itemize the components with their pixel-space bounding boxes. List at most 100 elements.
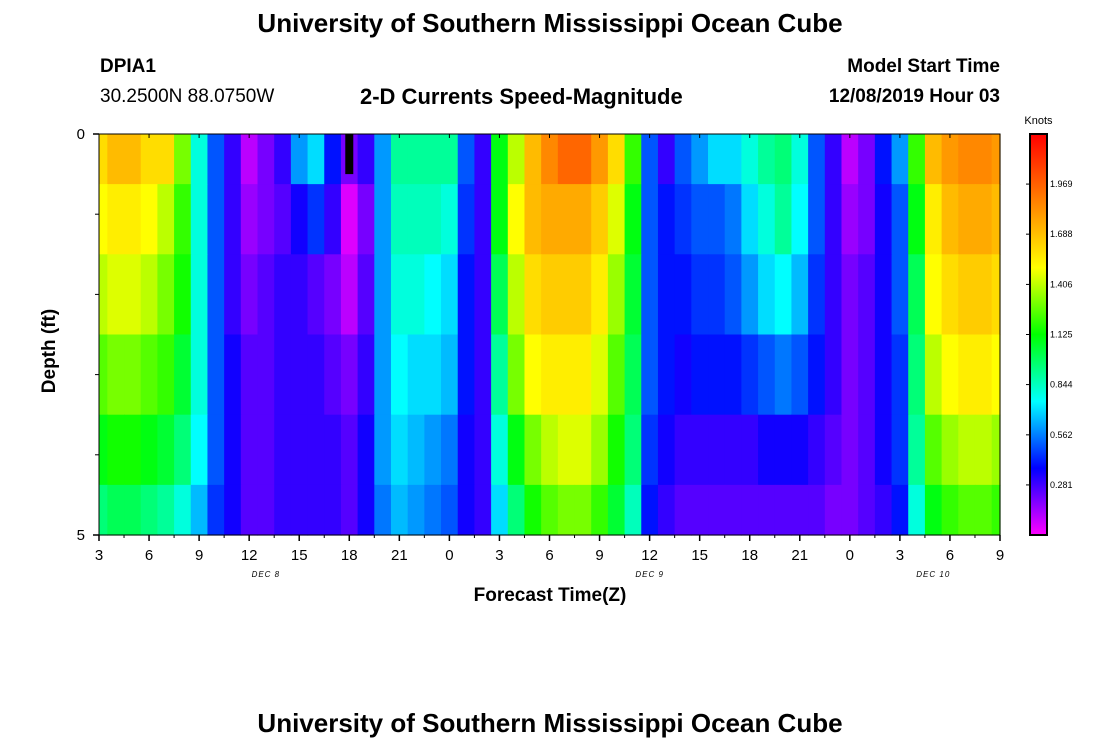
- heatmap-cell: [824, 414, 843, 486]
- heatmap-cell: [407, 414, 425, 486]
- heatmap-cells: [99, 134, 1001, 536]
- heatmap-cell: [791, 484, 809, 536]
- heatmap-cell: [474, 334, 492, 416]
- heatmap-cell: [140, 484, 158, 536]
- heatmap-cell: [941, 484, 959, 536]
- heatmap-cell: [708, 254, 726, 336]
- heatmap-cell: [474, 414, 492, 486]
- heatmap-cell: [557, 334, 576, 416]
- heatmap-cell: [741, 414, 759, 486]
- heatmap-cell: [207, 484, 225, 536]
- heatmap-cell: [908, 184, 926, 255]
- heatmap-cell: [290, 414, 309, 486]
- heatmap-cell: [107, 334, 125, 416]
- heatmap-cell: [941, 414, 959, 486]
- colorbar-tick-label: 0.281: [1050, 480, 1073, 490]
- heatmap-cell: [424, 134, 442, 185]
- missing-data-marker: [345, 134, 354, 175]
- heatmap-cell: [724, 414, 742, 486]
- heatmap-cell: [591, 484, 609, 536]
- heatmap-cell: [174, 334, 192, 416]
- heatmap-cell: [774, 334, 793, 416]
- heatmap-cell: [390, 134, 409, 185]
- heatmap-cell: [240, 134, 259, 185]
- heatmap-cell: [958, 134, 976, 185]
- heatmap-cell: [124, 134, 142, 185]
- heatmap-cell: [507, 334, 526, 416]
- heatmap-cell: [557, 134, 576, 185]
- heatmap-cell: [958, 484, 976, 536]
- heatmap-cell: [357, 134, 375, 185]
- heatmap-cell: [774, 184, 793, 255]
- heatmap-cell: [974, 184, 993, 255]
- heatmap-cell: [841, 334, 859, 416]
- heatmap-cell: [124, 484, 142, 536]
- heatmap-cell: [974, 254, 993, 336]
- heatmap-cell: [441, 484, 459, 536]
- heatmap-cell: [157, 484, 175, 536]
- heatmap-cell: [324, 254, 342, 336]
- heatmap-cell: [774, 484, 793, 536]
- heatmap-cell: [174, 414, 192, 486]
- heatmap-cell: [858, 184, 876, 255]
- heatmap-cell: [741, 254, 759, 336]
- heatmap-cell: [307, 414, 325, 486]
- heatmap-cell: [99, 334, 108, 416]
- heatmap-cell: [824, 334, 843, 416]
- heatmap-cell: [390, 334, 409, 416]
- heatmap-cell: [908, 254, 926, 336]
- heatmap-cell: [691, 484, 709, 536]
- heatmap-cell: [157, 414, 175, 486]
- heatmap-cell: [574, 484, 592, 536]
- heatmap-cell: [824, 134, 843, 185]
- heatmap-cell: [441, 414, 459, 486]
- heatmap-cell: [357, 184, 375, 255]
- heatmap-cell: [891, 134, 909, 185]
- heatmap-cell: [474, 254, 492, 336]
- heatmap-cell: [791, 184, 809, 255]
- heatmap-cell: [107, 134, 125, 185]
- heatmap-cell: [491, 254, 509, 336]
- heatmap-cell: [491, 414, 509, 486]
- heatmap-cell: [824, 254, 843, 336]
- heatmap-cell: [991, 134, 1001, 185]
- colorbar-label: Knots: [1024, 115, 1053, 127]
- heatmap-cell: [574, 254, 592, 336]
- heatmap-cell: [641, 414, 659, 486]
- heatmap-cell: [591, 414, 609, 486]
- heatmap-cell: [457, 134, 476, 185]
- heatmap-cell: [791, 254, 809, 336]
- heatmap-cell: [274, 184, 292, 255]
- heatmap-cell: [124, 414, 142, 486]
- x-tick-label: 3: [495, 547, 503, 564]
- heatmap-cell: [724, 184, 742, 255]
- heatmap-cell: [240, 334, 259, 416]
- colorbar-tick-label: 1.688: [1050, 229, 1073, 239]
- x-tick-label: 21: [391, 547, 408, 564]
- x-tick-label: 6: [946, 547, 954, 564]
- heatmap-cell: [390, 414, 409, 486]
- heatmap-cell: [407, 134, 425, 185]
- heatmap-cell: [541, 484, 559, 536]
- heatmap-cell: [140, 334, 158, 416]
- heatmap-cell: [340, 184, 359, 255]
- heatmap-cell: [424, 334, 442, 416]
- heatmap-cell: [708, 134, 726, 185]
- x-tick-label: 18: [341, 547, 358, 564]
- heatmap-cell: [674, 484, 692, 536]
- heatmap-cell: [674, 134, 692, 185]
- heatmap-cell: [324, 334, 342, 416]
- heatmap-cell: [991, 334, 1001, 416]
- heatmap-cell: [724, 334, 742, 416]
- heatmap-cell: [407, 254, 425, 336]
- heatmap-cell: [924, 414, 943, 486]
- heatmap-cell: [624, 134, 642, 185]
- heatmap-cell: [274, 414, 292, 486]
- heatmap-cell: [207, 334, 225, 416]
- colorbar: [1029, 133, 1048, 536]
- heatmap-cell: [591, 134, 609, 185]
- heatmap-cell: [207, 184, 225, 255]
- heatmap-cell: [441, 334, 459, 416]
